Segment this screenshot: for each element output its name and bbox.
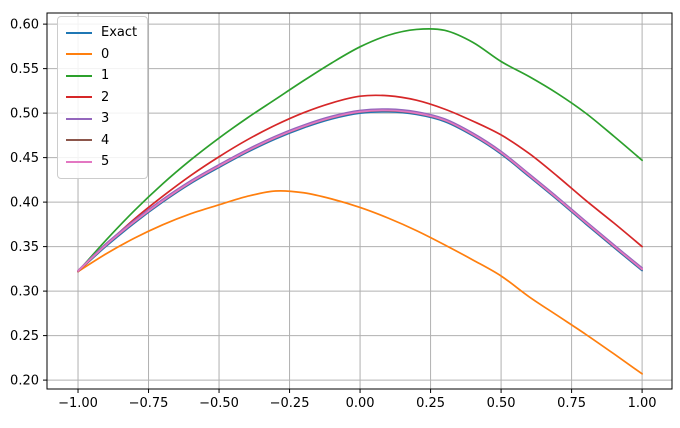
x-tick-label: −0.50 — [199, 396, 239, 411]
legend-line-sample — [66, 74, 92, 77]
x-tick-label: 0.25 — [416, 396, 445, 411]
x-tick-label: 0.75 — [557, 396, 586, 411]
legend-label: 3 — [101, 111, 110, 127]
series-line-0 — [77, 189, 643, 375]
y-tick-label: 0.40 — [10, 196, 39, 211]
legend-item-0: 0 — [66, 44, 137, 66]
series-line-2 — [77, 94, 643, 273]
x-tick-label: −0.75 — [129, 396, 169, 411]
legend-label: 5 — [101, 154, 110, 170]
y-tick-label: 0.50 — [10, 107, 39, 122]
y-tick-label: 0.55 — [10, 62, 39, 77]
legend-label: 0 — [101, 46, 110, 62]
series-line-5 — [77, 109, 643, 272]
legend-label: Exact — [101, 25, 138, 41]
legend-item-3: 3 — [66, 108, 137, 130]
series-line-1 — [77, 27, 643, 273]
x-tick-label: 1.00 — [628, 396, 657, 411]
legend-line-sample — [66, 96, 92, 99]
series-line-3 — [77, 108, 643, 272]
legend-label: 2 — [101, 89, 110, 105]
y-tick-label: 0.45 — [10, 151, 39, 166]
y-tick-label: 0.60 — [10, 18, 39, 33]
legend-line-sample — [66, 160, 92, 163]
legend-line-sample — [66, 31, 92, 34]
axes-spines — [46, 12, 673, 390]
legend-line-sample — [66, 53, 92, 56]
legend-label: 4 — [101, 132, 110, 148]
legend: Exact 0 1 2 3 4 5 — [57, 16, 149, 179]
legend-item-1: 1 — [66, 65, 137, 87]
legend-item-2: 2 — [66, 87, 137, 109]
x-tick-label: 0.00 — [346, 396, 375, 411]
x-tick-label: −0.25 — [270, 396, 310, 411]
y-tick-label: 0.30 — [10, 285, 39, 300]
legend-item-4: 4 — [66, 130, 137, 152]
y-tick-label: 0.35 — [10, 240, 39, 255]
x-tick-label: −1.00 — [58, 396, 98, 411]
legend-item-5: 5 — [66, 151, 137, 173]
legend-line-sample — [66, 139, 92, 142]
y-tick-label: 0.25 — [10, 329, 39, 344]
x-tick-label: 0.50 — [487, 396, 516, 411]
y-tick-label: 0.20 — [10, 374, 39, 389]
legend-item-exact: Exact — [66, 22, 137, 44]
legend-line-sample — [66, 117, 92, 120]
legend-label: 1 — [101, 68, 110, 84]
